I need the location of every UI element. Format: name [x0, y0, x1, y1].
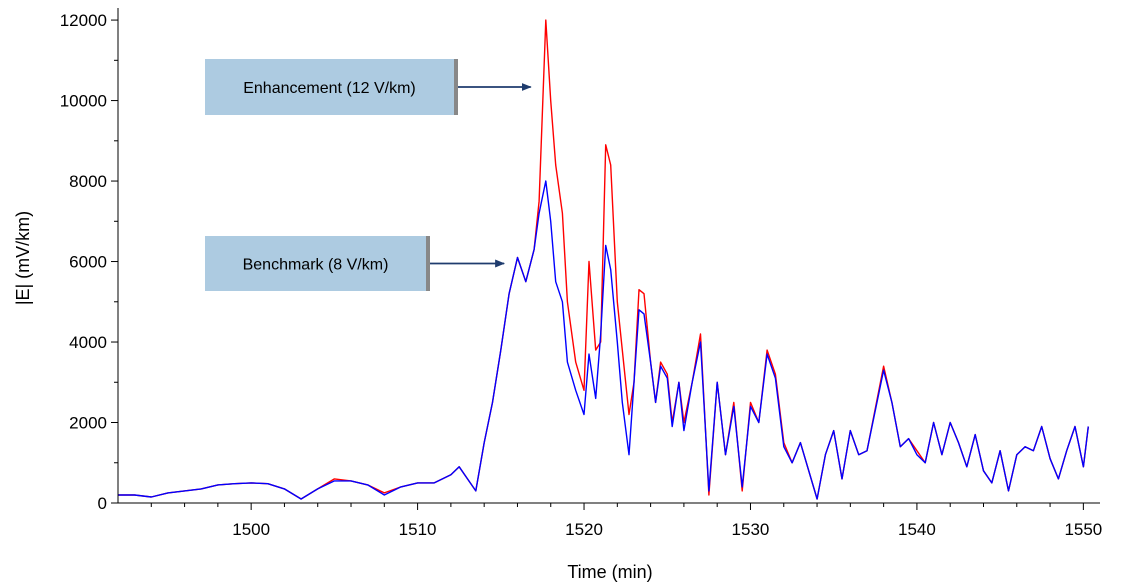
x-tick-label: 1530 [732, 520, 770, 539]
callout-box [205, 236, 430, 291]
x-axis-title: Time (min) [567, 562, 652, 582]
callout-edge [426, 236, 430, 291]
x-tick-label: 1510 [399, 520, 437, 539]
callout-2: Benchmark (8 V/km) [205, 236, 506, 291]
y-tick-label: 12000 [60, 11, 107, 30]
axes: 1500 1510 1520 1530 1540 1550 0 2000 4000 6000 800… [60, 8, 1102, 539]
y-tick-label: 4000 [69, 333, 107, 352]
callout-edge [454, 59, 458, 115]
callout-box [205, 59, 458, 115]
annotations: Enhancement (12 V/km) Benchmark (8 V/km) [205, 59, 532, 291]
y-tick-label: 0 [98, 494, 107, 513]
x-tick-label: 1540 [898, 520, 936, 539]
x-tick-label: 1500 [232, 520, 270, 539]
y-tick-label: 8000 [69, 172, 107, 191]
x-tick-label: 1520 [565, 520, 603, 539]
x-tick-label: 1550 [1064, 520, 1102, 539]
y-tick-label: 6000 [69, 253, 107, 272]
callout-label: Benchmark (8 V/km) [243, 257, 389, 274]
y-tick-label: 10000 [60, 92, 107, 111]
callout-label: Enhancement (12 V/km) [243, 80, 416, 97]
series-layer [118, 19, 1089, 500]
y-axis-title: |E| (mV/km) [13, 211, 33, 305]
y-tick-label: 2000 [69, 414, 107, 433]
series-line-2 [118, 180, 1089, 500]
callout-1: Enhancement (12 V/km) [205, 59, 532, 115]
